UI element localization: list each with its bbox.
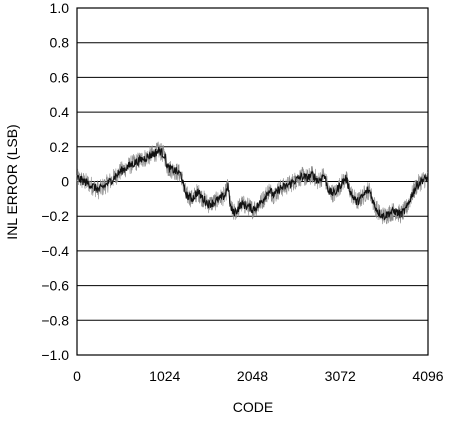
series-line (76, 147, 429, 221)
grid-lines (77, 42, 428, 321)
x-tick-label: 4096 (412, 368, 443, 384)
y-tick-label: 0.2 (50, 139, 70, 155)
y-axis-label: INL ERROR (LSB) (4, 124, 20, 239)
x-tick-label: 0 (73, 368, 81, 384)
series-layer (76, 141, 429, 225)
y-tick-labels: 1.0 0.8 0.6 0.4 0.2 0 −0.2 −0.4 −0.6 −0.8 −1.0 (41, 0, 69, 363)
x-tick-label: 3072 (325, 368, 356, 384)
y-tick-label: −1.0 (41, 347, 69, 363)
y-tick-label: −0.6 (41, 278, 69, 294)
x-tick-labels: 0 1024 2048 3072 4096 (73, 368, 444, 384)
x-tick-label: 1024 (149, 368, 180, 384)
y-tick-label: 0.6 (50, 69, 70, 85)
y-tick-label: −0.8 (41, 312, 69, 328)
y-tick-label: 0 (61, 174, 69, 190)
y-tick-label: −0.4 (41, 243, 69, 259)
y-tick-label: 0.8 (50, 35, 70, 51)
x-tick-label: 2048 (237, 368, 268, 384)
x-axis-label: CODE (233, 399, 273, 415)
y-tick-label: −0.2 (41, 208, 69, 224)
y-tick-label: 1.0 (50, 0, 70, 16)
y-tick-label: 0.4 (50, 104, 70, 120)
